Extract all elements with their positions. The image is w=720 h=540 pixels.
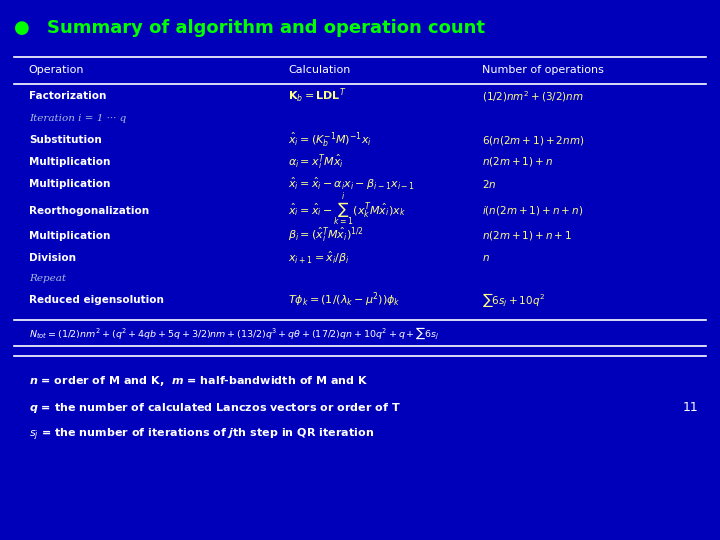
Text: $x_{i+1} = \hat{x}_i / \beta_i$: $x_{i+1} = \hat{x}_i / \beta_i$ [288,249,350,266]
Text: $n$: $n$ [482,253,490,262]
Text: Multiplication: Multiplication [29,231,110,241]
Text: $\hat{x}_i = \hat{x}_i - \sum_{k=1}^{i}(x_k^T M\hat{x}_i)x_k$: $\hat{x}_i = \hat{x}_i - \sum_{k=1}^{i}(… [288,192,406,229]
Text: Multiplication: Multiplication [29,179,110,188]
Text: Number of operations: Number of operations [482,65,604,75]
Text: $n(2m+1)+n+1$: $n(2m+1)+n+1$ [482,230,572,242]
Text: Division: Division [29,253,76,262]
Text: Summary of algorithm and operation count: Summary of algorithm and operation count [47,19,485,37]
Text: $\sum 6s_j + 10q^2$: $\sum 6s_j + 10q^2$ [482,291,546,308]
Text: Calculation: Calculation [288,65,351,75]
Text: $\boldsymbol{q}$ = the number of calculated Lanczos vectors or order of T: $\boldsymbol{q}$ = the number of calcula… [29,401,400,415]
Text: $\mathbf{K}_b = \mathbf{LDL}^T$: $\mathbf{K}_b = \mathbf{LDL}^T$ [288,87,346,105]
Text: Substitution: Substitution [29,136,102,145]
Text: $\boldsymbol{n}$ = order of M and K,  $\boldsymbol{m}$ = half-bandwidth of M and: $\boldsymbol{n}$ = order of M and K, $\b… [29,374,368,388]
Text: $(1/2)nm^2+(3/2)nm$: $(1/2)nm^2+(3/2)nm$ [482,89,584,104]
Text: Operation: Operation [29,65,84,75]
Text: Factorization: Factorization [29,91,106,101]
Text: Multiplication: Multiplication [29,157,110,167]
Text: $T\phi_k = (1/(\lambda_k - \mu^2))\phi_k$: $T\phi_k = (1/(\lambda_k - \mu^2))\phi_k… [288,291,401,309]
Text: $N_{tot}=(1/2)nm^2+(q^2+4qb+5q+3/2)nm+(13/2)q^3+q\theta+(17/2)qn+10q^2+q+\sum 6s: $N_{tot}=(1/2)nm^2+(q^2+4qb+5q+3/2)nm+(1… [29,325,439,341]
Text: $\boldsymbol{s_j}$ = the number of iterations of $\boldsymbol{j}$th step in QR i: $\boldsymbol{s_j}$ = the number of itera… [29,427,374,443]
Text: $i(n(2m+1)+n+n)$: $i(n(2m+1)+n+n)$ [482,204,584,217]
Text: Repeat: Repeat [29,274,66,282]
Text: 11: 11 [683,401,698,414]
Text: $n(2m+1)+n$: $n(2m+1)+n$ [482,156,554,168]
Text: $\hat{x}_i = (K_b^{-1}M)^{-1}x_i$: $\hat{x}_i = (K_b^{-1}M)^{-1}x_i$ [288,131,372,150]
Text: ●: ● [14,19,30,37]
Text: $2n$: $2n$ [482,178,497,190]
Text: Iteration i = 1 ··· q: Iteration i = 1 ··· q [29,114,126,123]
Text: $\beta_i = (\hat{x}_i^T M\hat{x}_i)^{1/2}$: $\beta_i = (\hat{x}_i^T M\hat{x}_i)^{1/2… [288,226,364,246]
Text: $\alpha_i = x_i^T M\hat{x}_i$: $\alpha_i = x_i^T M\hat{x}_i$ [288,152,344,172]
Text: $\hat{x}_i = \hat{x}_i - \alpha_i x_i - \beta_{i-1}x_{i-1}$: $\hat{x}_i = \hat{x}_i - \alpha_i x_i - … [288,176,415,192]
Text: Reorthogonalization: Reorthogonalization [29,206,149,215]
Text: Reduced eigensolution: Reduced eigensolution [29,295,163,305]
Text: $6(n(2m+1)+2nm)$: $6(n(2m+1)+2nm)$ [482,134,585,147]
